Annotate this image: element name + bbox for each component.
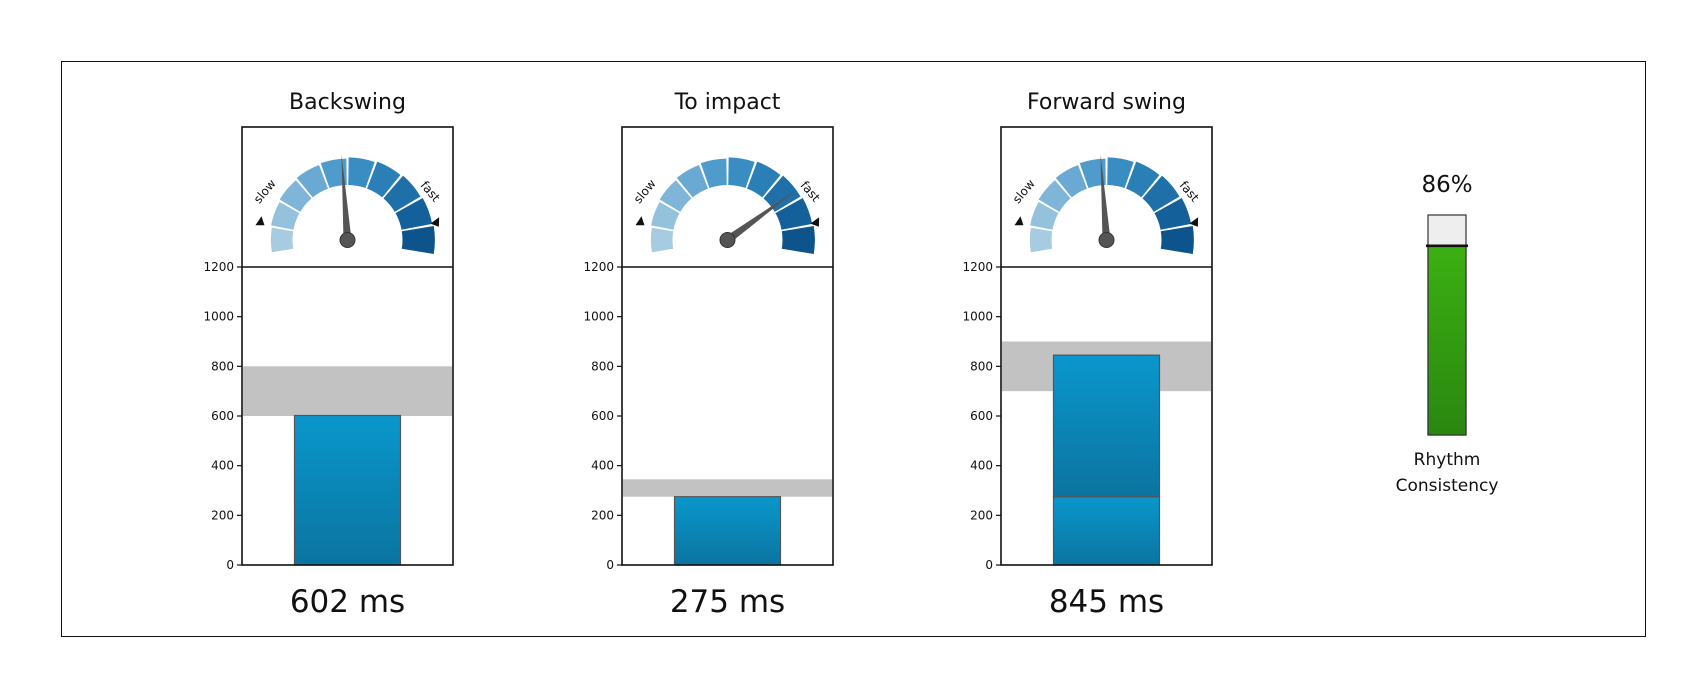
gauge-segment (1038, 180, 1071, 212)
y-tick-label: 1000 (583, 310, 614, 324)
gauge-segment (763, 175, 801, 212)
value-label: 845 ms (1049, 584, 1164, 620)
target-band (243, 366, 452, 416)
slow-arrow-icon (255, 216, 265, 226)
slow-arrow-icon (635, 216, 645, 226)
gauge-segment (279, 180, 312, 212)
chart-title: Forward swing (1027, 90, 1186, 115)
gauge-segment (1030, 202, 1059, 230)
gauge-segment (1142, 175, 1180, 212)
gauge-hub (719, 232, 736, 248)
rhythm-label-line: Consistency (1396, 476, 1499, 496)
gauge-segment (1160, 226, 1194, 254)
y-tick-label: 0 (985, 558, 993, 572)
gauge-segment (401, 226, 435, 254)
gauge-segment (676, 165, 708, 198)
y-tick-label: 200 (211, 508, 234, 522)
chart-frame (1000, 126, 1213, 566)
gauge-segment (296, 165, 328, 198)
gauge-segment (775, 197, 813, 230)
y-tick-label: 1000 (203, 310, 234, 324)
gauge-segment (650, 227, 674, 253)
gauge-segment (383, 175, 421, 212)
bar (293, 414, 402, 566)
bar (673, 496, 782, 566)
gauge-segment (320, 158, 347, 189)
bar-segment-1 (1052, 496, 1161, 566)
rhythm-percent: 86% (1421, 172, 1472, 198)
gauge-needle (1100, 154, 1111, 241)
y-tick-label: 400 (591, 459, 614, 473)
chart-title: Backswing (289, 90, 406, 115)
gauge-segment (348, 157, 375, 189)
gauge-segment (1029, 227, 1053, 253)
fast-arrow-icon (810, 217, 820, 227)
slow-arrow-icon (1014, 216, 1024, 226)
gauge-needle (341, 154, 352, 241)
bar-segment-2 (1052, 354, 1161, 498)
gauge-segment (659, 180, 692, 212)
chart-title: To impact (674, 90, 781, 115)
meter-fill (1427, 245, 1467, 436)
swing-chart-2: To impact 0 200 400 600 800 1000 1200 275 ms slow… (583, 90, 834, 620)
y-tick-label: 1200 (203, 260, 234, 274)
swing-chart-3: Forward swing 0 200 400 600 800 1000 1200 845 ms… (962, 90, 1213, 620)
y-tick-label: 1200 (583, 260, 614, 274)
chart-frame (241, 126, 454, 566)
value-label: 602 ms (290, 584, 405, 620)
fast-arrow-icon (430, 217, 440, 227)
y-tick-label: 200 (970, 508, 993, 522)
swing-chart-1: Backswing 0 200 400 600 800 1000 1200 602 ms slow… (203, 90, 454, 620)
chart-frame (621, 126, 834, 566)
slow-label: slow (1010, 177, 1038, 207)
y-tick-label: 400 (211, 459, 234, 473)
chart-panel (61, 61, 1646, 637)
y-tick-label: 600 (970, 409, 993, 423)
y-tick-label: 0 (226, 558, 234, 572)
target-band (623, 479, 832, 497)
gauge-segment (651, 202, 680, 230)
gauge-segment (781, 226, 815, 254)
value-label: 275 ms (670, 584, 785, 620)
y-tick-label: 800 (970, 359, 993, 373)
gauge-segment (728, 157, 755, 189)
gauge-segment (1126, 161, 1160, 198)
gauge-segment (367, 161, 401, 198)
y-tick-label: 600 (591, 409, 614, 423)
y-tick-label: 0 (606, 558, 614, 572)
rhythm-meter: 86% Rhythm Consistency (1396, 172, 1499, 496)
y-tick-label: 800 (591, 359, 614, 373)
gauge-segment (1055, 165, 1087, 198)
gauge-segment (700, 158, 727, 189)
gauge-segment (1107, 157, 1134, 189)
gauge-hub (1098, 232, 1115, 248)
gauge-hub (339, 232, 356, 248)
gauge-segment (271, 202, 300, 230)
gauge-segment (395, 197, 433, 230)
rhythm-label-line: Rhythm (1414, 450, 1481, 470)
y-tick-label: 800 (211, 359, 234, 373)
y-tick-label: 1200 (962, 260, 993, 274)
y-tick-label: 600 (211, 409, 234, 423)
gauge-segment (1154, 197, 1192, 230)
gauge-segment (1079, 158, 1106, 189)
gauge-segment (747, 161, 781, 198)
y-tick-label: 200 (591, 508, 614, 522)
slow-label: slow (631, 177, 659, 207)
slow-label: slow (251, 177, 279, 207)
y-tick-label: 400 (970, 459, 993, 473)
fast-arrow-icon (1189, 217, 1199, 227)
y-tick-label: 1000 (962, 310, 993, 324)
gauge-needle (725, 189, 798, 244)
gauge-segment (270, 227, 294, 253)
